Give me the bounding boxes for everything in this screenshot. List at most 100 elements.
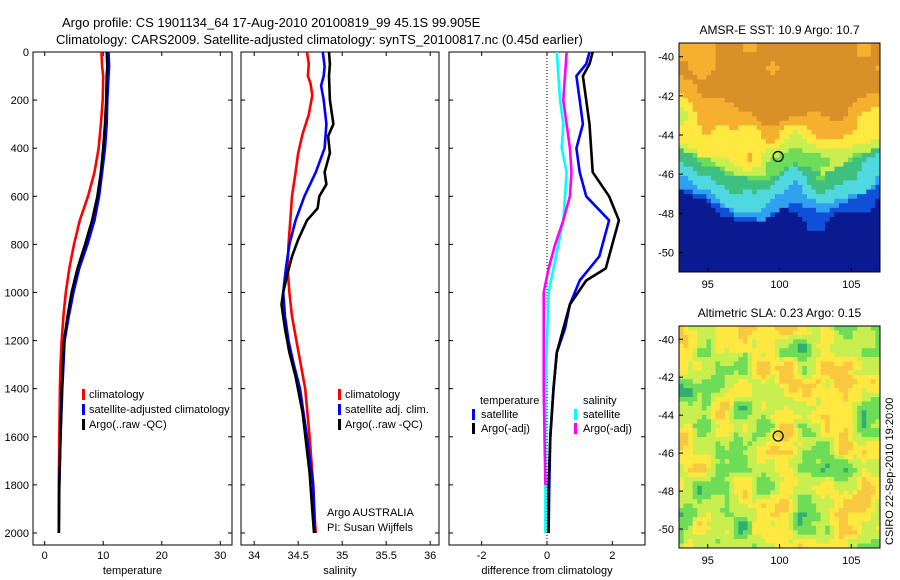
heatmap-cell [852, 339, 858, 345]
heatmap-cell [848, 253, 853, 259]
heatmap-cell [788, 428, 794, 433]
heatmap-cell [738, 361, 744, 367]
heatmap-cell [852, 61, 858, 67]
heatmap-cell [688, 175, 694, 181]
heatmap-cell [765, 157, 771, 163]
heatmap-cell [857, 503, 863, 509]
heatmap-cell [820, 207, 826, 213]
heatmap-cell [733, 217, 739, 223]
heatmap-cell [701, 239, 707, 245]
heatmap-cell [701, 65, 707, 71]
heatmap-cell [683, 148, 689, 154]
heatmap-cell [688, 230, 694, 236]
heatmap-cell [784, 75, 790, 81]
heatmap-cell [742, 379, 748, 385]
heatmap-cell [816, 166, 822, 172]
heatmap-cell [710, 203, 716, 209]
heatmap-cell [738, 463, 744, 469]
heatmap-cell [765, 130, 771, 135]
heatmap-cell [866, 379, 872, 385]
heatmap-cell [752, 157, 758, 163]
heatmap-cell [715, 189, 721, 195]
heatmap-cell [848, 239, 853, 245]
heatmap-cell [797, 543, 803, 549]
heatmap-cell [715, 508, 721, 513]
heatmap-cell [770, 476, 776, 482]
plot-frame [240, 51, 440, 546]
heatmap-cell [852, 226, 858, 232]
heatmap-cell [838, 414, 844, 420]
heatmap-cell [738, 207, 744, 213]
heatmap-cell [747, 239, 753, 245]
heatmap-cell [733, 244, 739, 250]
heatmap-cell [866, 516, 872, 522]
heatmap-cell [697, 468, 703, 473]
heatmap-cell [797, 405, 803, 411]
heatmap-cell [720, 414, 726, 420]
heatmap-cell [679, 370, 684, 376]
heatmap-cell [838, 454, 844, 460]
heatmap-cell [765, 374, 771, 380]
heatmap-cell [774, 207, 780, 213]
heatmap-cell [733, 419, 739, 425]
heatmap-cell [747, 180, 753, 186]
heatmap-cell [811, 392, 817, 398]
heatmap-cell [829, 374, 835, 380]
heatmap-cell [788, 494, 794, 500]
heatmap-cell [829, 348, 835, 354]
x-tick-label: -2 [477, 550, 487, 562]
heatmap-cell [784, 194, 790, 200]
heatmap-cell [852, 198, 858, 204]
heatmap-cell [692, 235, 698, 241]
heatmap-cell [752, 203, 758, 209]
heatmap-cell [706, 79, 712, 85]
heatmap-cell [816, 47, 822, 53]
heatmap-cell [838, 521, 844, 527]
heatmap-cell [802, 70, 808, 76]
heatmap-cell [870, 212, 876, 218]
heatmap-cell [761, 217, 767, 223]
heatmap-cell [838, 47, 844, 53]
heatmap-cell [774, 401, 780, 407]
heatmap-cell [816, 217, 822, 223]
heatmap-cell [829, 217, 835, 223]
heatmap-cell [710, 361, 716, 367]
heatmap-cell [729, 125, 735, 131]
heatmap-cell [843, 262, 849, 268]
heatmap-cell [742, 485, 748, 491]
heatmap-cell [843, 370, 849, 376]
heatmap-cell [733, 357, 739, 362]
heatmap-cell [861, 499, 867, 504]
heatmap-cell [838, 70, 844, 76]
heatmap-cell [692, 459, 698, 465]
heatmap-cell [870, 419, 876, 425]
heatmap-cell [866, 437, 872, 442]
heatmap-cell [834, 244, 840, 250]
heatmap-cell [683, 262, 689, 268]
heatmap-cell [861, 414, 867, 420]
heatmap-cell [806, 43, 812, 48]
heatmap-cell [784, 162, 790, 168]
heatmap-cell [802, 392, 808, 398]
heatmap-cell [788, 468, 794, 473]
heatmap-cell [802, 405, 808, 411]
heatmap-cell [710, 116, 716, 122]
heatmap-cell [738, 521, 744, 527]
heatmap-cell [852, 472, 858, 478]
heatmap-cell [829, 235, 835, 241]
heatmap-cell [866, 357, 872, 362]
heatmap-cell [683, 230, 689, 236]
heatmap-cell [688, 180, 694, 186]
heatmap-cell [866, 476, 872, 482]
heatmap-cell [710, 189, 716, 195]
heatmap-cell [857, 249, 863, 255]
heatmap-cell [816, 539, 822, 544]
heatmap-cell [715, 374, 721, 380]
heatmap-cell [747, 56, 753, 62]
heatmap-cell [715, 397, 721, 402]
heatmap-cell [820, 410, 826, 416]
heatmap-cell [715, 534, 721, 540]
heatmap-cell [820, 235, 826, 241]
heatmap-cell [875, 330, 881, 336]
heatmap-cell [720, 189, 726, 195]
